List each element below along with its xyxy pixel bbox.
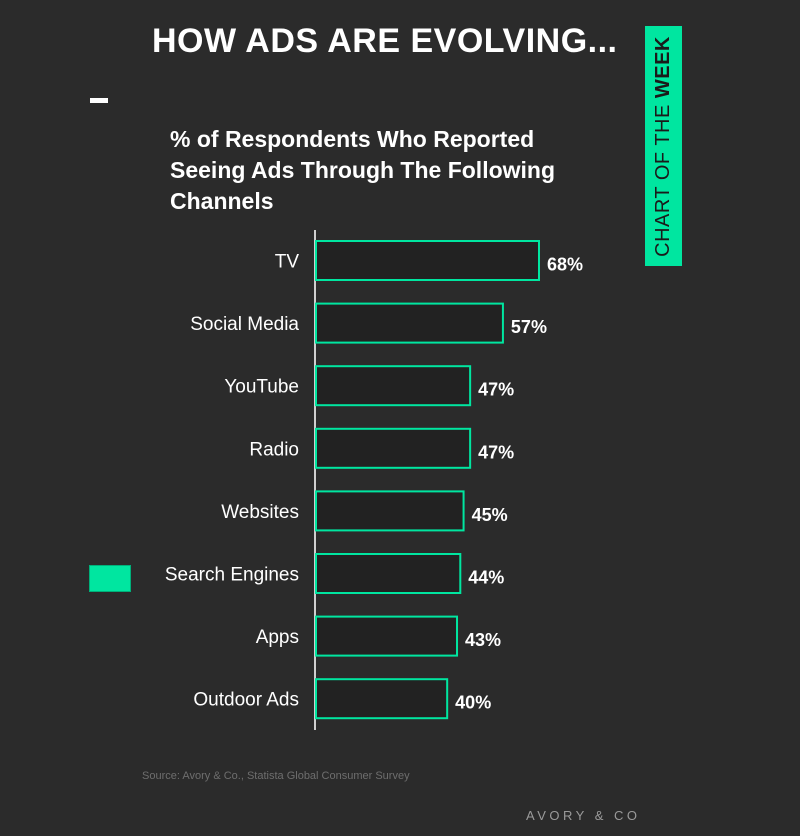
- value-label: 45%: [472, 505, 508, 525]
- value-label: 44%: [468, 568, 504, 588]
- category-label: Websites: [221, 502, 299, 523]
- category-label: Apps: [256, 627, 299, 648]
- bar: [315, 240, 540, 281]
- value-label: 47%: [478, 442, 514, 462]
- category-label: YouTube: [224, 377, 299, 398]
- title-dash-decoration: [90, 98, 108, 103]
- bar: [315, 427, 472, 469]
- bar: [315, 678, 449, 720]
- value-label: 43%: [465, 630, 501, 650]
- value-label: 68%: [547, 255, 583, 275]
- bar: [315, 365, 472, 407]
- source-note: Source: Avory & Co., Statista Global Con…: [142, 770, 410, 782]
- bar: [315, 615, 459, 657]
- brand-logo-text: AVORY & CO: [526, 808, 641, 823]
- chart-of-the-week-badge: CHART OF THE WEEK: [645, 26, 682, 266]
- value-label: 57%: [511, 317, 547, 337]
- category-label: Social Media: [190, 314, 299, 335]
- legend-swatch: [89, 565, 131, 592]
- category-label: Radio: [249, 439, 299, 460]
- chart-subtitle: % of Respondents Who Reported Seeing Ads…: [170, 126, 556, 214]
- category-label: Search Engines: [165, 565, 299, 586]
- value-label: 47%: [478, 380, 514, 400]
- bar: [315, 302, 504, 344]
- value-label: 40%: [455, 693, 491, 713]
- chart-title: HOW ADS ARE EVOLVING...: [152, 22, 618, 60]
- category-label: TV: [275, 252, 300, 273]
- bar: [315, 490, 465, 532]
- bar: [315, 553, 462, 594]
- category-label: Outdoor Ads: [193, 690, 299, 711]
